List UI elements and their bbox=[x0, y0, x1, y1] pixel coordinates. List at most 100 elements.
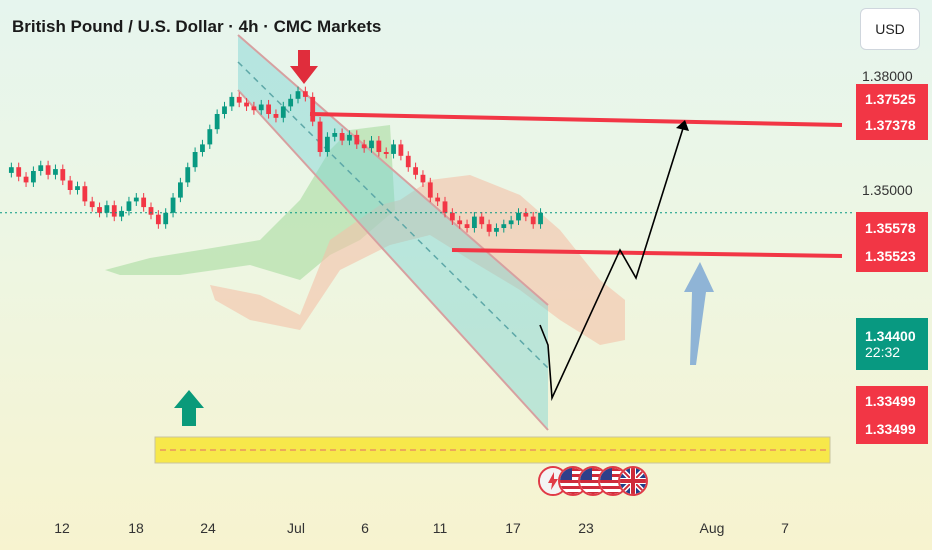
candle-body bbox=[530, 216, 536, 225]
resistance-line-upper bbox=[309, 112, 843, 127]
candle-body bbox=[413, 167, 418, 175]
candle-body bbox=[457, 220, 463, 225]
cloud-bearish bbox=[210, 175, 625, 345]
candle-body bbox=[104, 205, 110, 213]
price-tag-value: 1.34400 bbox=[865, 328, 916, 344]
candlesticks bbox=[8, 86, 543, 237]
time-tick: 24 bbox=[200, 520, 216, 536]
candle-body bbox=[405, 155, 411, 168]
candle-body bbox=[538, 212, 543, 225]
candle-body bbox=[31, 171, 36, 183]
candle-countdown: 22:32 bbox=[865, 344, 901, 360]
candle-body bbox=[391, 144, 396, 154]
resistance-line-lower bbox=[451, 248, 843, 258]
candle-body bbox=[486, 224, 492, 232]
candle-body bbox=[369, 140, 374, 149]
price-tag-value: 1.33499 bbox=[865, 421, 916, 437]
price-tick: 1.35000 bbox=[862, 182, 913, 198]
green-up-arrow bbox=[174, 390, 204, 426]
candle-body bbox=[236, 96, 242, 103]
candle-body bbox=[119, 210, 124, 217]
price-tag: 1.34400 22:32 bbox=[856, 318, 928, 370]
candle-body bbox=[75, 186, 80, 190]
candle-body bbox=[295, 91, 301, 99]
candle-body bbox=[185, 167, 191, 183]
candle-body bbox=[89, 201, 95, 208]
time-tick: 7 bbox=[781, 520, 789, 536]
candle-body bbox=[339, 133, 345, 141]
candle-body bbox=[141, 197, 147, 208]
time-tick: 12 bbox=[54, 520, 70, 536]
candle-body bbox=[354, 134, 360, 145]
uk-flag-icon[interactable] bbox=[618, 466, 648, 496]
projection-path bbox=[539, 120, 689, 402]
price-tag-value: 1.33499 bbox=[865, 393, 916, 409]
candle-body bbox=[376, 140, 382, 152]
candle-body bbox=[383, 152, 389, 154]
candle-body bbox=[60, 169, 66, 181]
blue-up-arrow bbox=[684, 262, 714, 365]
projected-arrowhead bbox=[676, 120, 689, 131]
candle-body bbox=[258, 104, 264, 111]
candle-body bbox=[214, 114, 220, 130]
candle-body bbox=[302, 91, 308, 97]
candle-body bbox=[170, 197, 176, 213]
candle-body bbox=[266, 104, 271, 114]
candle-body bbox=[192, 152, 198, 168]
candle-body bbox=[347, 134, 352, 141]
candle-body bbox=[472, 216, 477, 228]
resistance-lines bbox=[0, 112, 852, 258]
candle-body bbox=[420, 174, 426, 183]
ichimoku-cloud bbox=[105, 125, 625, 345]
candle-body bbox=[178, 182, 183, 198]
candle-body bbox=[325, 136, 330, 152]
candle-body bbox=[494, 228, 499, 232]
time-tick: 18 bbox=[128, 520, 144, 536]
time-tick: 17 bbox=[505, 520, 521, 536]
candle-body bbox=[280, 106, 286, 118]
candle-body bbox=[207, 129, 213, 145]
candle-body bbox=[82, 186, 88, 202]
time-tick: 23 bbox=[578, 520, 594, 536]
candle-body bbox=[361, 144, 367, 149]
price-tag-value: 1.35578 bbox=[865, 220, 916, 236]
candle-body bbox=[516, 212, 521, 221]
annotation-arrows bbox=[174, 50, 714, 426]
candle-body bbox=[222, 106, 227, 114]
price-tag: 1.33499 bbox=[856, 386, 928, 416]
candle-body bbox=[97, 207, 102, 213]
chart-title: British Pound / U.S. Dollar · 4h · CMC M… bbox=[12, 17, 382, 36]
time-tick: 11 bbox=[432, 520, 448, 536]
candle-body bbox=[111, 205, 117, 217]
currency-button[interactable]: USD bbox=[860, 8, 920, 50]
candle-body bbox=[229, 96, 235, 107]
candle-body bbox=[398, 144, 404, 156]
price-tag: 1.35523 bbox=[856, 240, 928, 272]
price-tag: 1.35578 bbox=[856, 212, 928, 244]
channel-lower bbox=[237, 89, 549, 431]
support-zone bbox=[154, 436, 831, 464]
price-tag-value: 1.37525 bbox=[865, 91, 916, 107]
candle-body bbox=[288, 98, 294, 107]
candle-body bbox=[442, 201, 448, 213]
candle-body bbox=[133, 197, 139, 202]
candle-body bbox=[16, 167, 22, 177]
candle-body bbox=[8, 167, 14, 173]
time-tick: Jul bbox=[287, 520, 305, 536]
time-tick: 6 bbox=[361, 520, 369, 536]
candle-body bbox=[317, 121, 323, 152]
price-tag-value: 1.37378 bbox=[865, 117, 916, 133]
time-tick: Aug bbox=[699, 520, 725, 536]
price-tag: 1.37525 bbox=[856, 84, 928, 114]
candle-body bbox=[435, 197, 441, 202]
price-tag-value: 1.35523 bbox=[865, 248, 916, 264]
projected-route bbox=[539, 121, 686, 402]
candle-body bbox=[163, 212, 169, 225]
candle-body bbox=[251, 106, 257, 111]
candle-body bbox=[273, 114, 279, 118]
candle-body bbox=[126, 201, 132, 211]
candle-body bbox=[332, 133, 338, 137]
candle-body bbox=[427, 182, 433, 198]
